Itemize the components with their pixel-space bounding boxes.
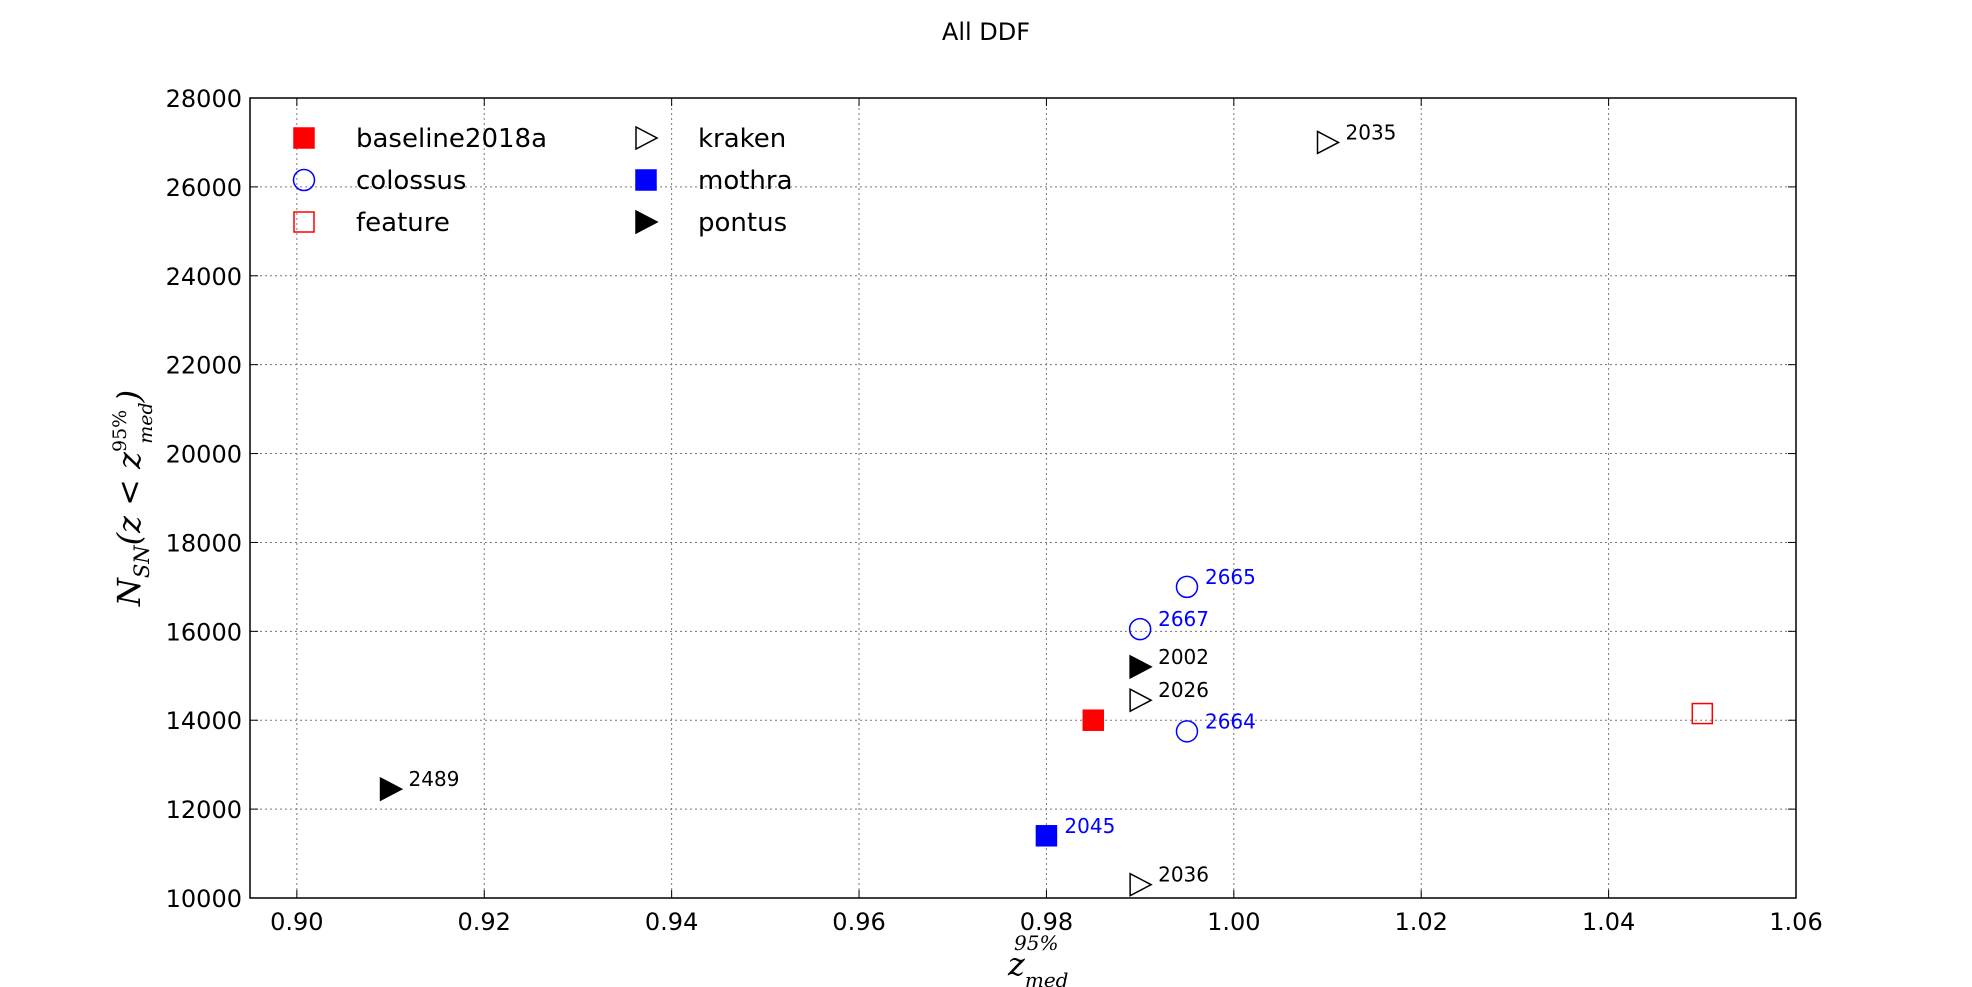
point-label: 2664 bbox=[1205, 709, 1256, 733]
legend-label: mothra bbox=[698, 166, 793, 196]
data-point-pontus bbox=[1129, 654, 1153, 680]
x-tick-label: 1.06 bbox=[1769, 908, 1822, 936]
y-tick-label: 28000 bbox=[166, 85, 242, 113]
x-tick-label: 1.02 bbox=[1394, 908, 1447, 936]
legend: baseline2018a colossus feature kraken mothra… bbox=[292, 124, 793, 238]
y-tick-label: 24000 bbox=[166, 263, 242, 291]
y-axis-label: NSN(z < z95% med) bbox=[109, 390, 157, 607]
x-tick-label: 0.94 bbox=[645, 908, 698, 936]
y-tick-label: 12000 bbox=[166, 796, 242, 824]
legend-label: kraken bbox=[698, 124, 786, 154]
legend-label: feature bbox=[356, 208, 450, 238]
data-point-mothra bbox=[1035, 825, 1058, 847]
point-label: 2045 bbox=[1064, 814, 1115, 838]
y-tick-label: 14000 bbox=[166, 707, 242, 735]
data-point-baseline2018a bbox=[1082, 709, 1105, 731]
data-point-colossus bbox=[1128, 617, 1152, 641]
legend-marker-pontus bbox=[635, 209, 659, 235]
data-markers bbox=[379, 130, 1714, 897]
legend-marker-kraken bbox=[635, 125, 659, 151]
chart-title: All DDF bbox=[942, 18, 1030, 46]
legend-marker-mothra bbox=[635, 169, 657, 191]
y-tick-label: 10000 bbox=[166, 885, 242, 913]
legend-marker-feature bbox=[293, 211, 315, 233]
point-label: 2489 bbox=[409, 767, 460, 791]
point-label: 2035 bbox=[1346, 120, 1397, 144]
x-tick-label: 1.00 bbox=[1207, 908, 1260, 936]
data-point-colossus bbox=[1175, 720, 1199, 743]
data-point-kraken bbox=[1129, 872, 1153, 897]
point-label: 2002 bbox=[1158, 645, 1209, 669]
y-tick-label: 16000 bbox=[166, 618, 242, 646]
legend-marker-baseline2018a bbox=[293, 127, 315, 149]
legend-marker-colossus bbox=[292, 168, 316, 192]
data-point-colossus bbox=[1175, 575, 1199, 599]
legend-label: baseline2018a bbox=[356, 124, 547, 154]
x-axis-ticks: 0.90 0.92 0.94 0.96 0.98 1.00 1.02 1.04 1.06 bbox=[270, 98, 1823, 936]
x-tick-label: 0.92 bbox=[458, 908, 511, 936]
y-tick-label: 20000 bbox=[166, 441, 242, 469]
data-point-kraken bbox=[1129, 687, 1153, 713]
point-label: 2026 bbox=[1158, 678, 1209, 702]
point-label: 2667 bbox=[1158, 607, 1209, 631]
point-annotations: 2665 2667 2664 2035 2026 2036 2045 2002 2489 bbox=[409, 120, 1397, 886]
y-tick-label: 22000 bbox=[166, 352, 242, 380]
legend-label: pontus bbox=[698, 208, 787, 238]
data-point-pontus bbox=[379, 776, 404, 802]
data-point-kraken bbox=[1316, 130, 1341, 155]
y-tick-label: 26000 bbox=[166, 174, 242, 202]
x-axis-label: zmed bbox=[1007, 945, 1068, 987]
legend-label: colossus bbox=[356, 166, 466, 196]
y-tick-label: 18000 bbox=[166, 529, 242, 557]
plot-frame bbox=[249, 97, 1797, 899]
data-point-feature bbox=[1691, 702, 1714, 725]
x-tick-label: 0.90 bbox=[270, 908, 323, 936]
x-tick-label: 0.96 bbox=[832, 908, 885, 936]
y-axis-ticks: 10000 12000 14000 16000 18000 20000 22000 24000… bbox=[166, 85, 1796, 913]
point-label: 2665 bbox=[1205, 565, 1256, 589]
x-axis-label-sup: 95% bbox=[1014, 931, 1058, 955]
point-label: 2036 bbox=[1158, 863, 1209, 887]
x-tick-label: 1.04 bbox=[1582, 908, 1635, 936]
grid-lines bbox=[250, 97, 1797, 899]
x-tick-label: 0.98 bbox=[1020, 908, 1073, 936]
